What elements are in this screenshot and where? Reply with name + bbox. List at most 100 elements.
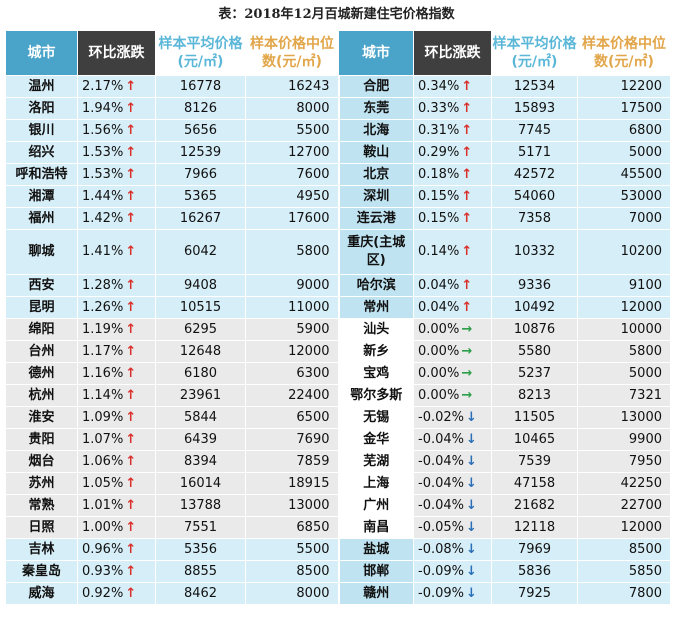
header-row: 城市 环比涨跌 样本平均价格(元/㎡) 样本价格中位数(元/㎡) 城市 环比涨跌…: [5, 30, 671, 76]
change-value: 1.06%: [82, 453, 124, 469]
change-cell: 2.17% ↑: [77, 75, 156, 98]
change-cell: 1.44% ↑: [77, 185, 156, 208]
avg-price-cell: 7539: [491, 450, 578, 473]
change-cell: -0.04% ↓: [413, 472, 492, 495]
change-cell: 1.42% ↑: [77, 207, 156, 230]
trend-up-arrow-icon: ↑: [125, 78, 137, 94]
city-cell: 常州: [337, 296, 414, 319]
change-cell: 0.29% ↑: [413, 141, 492, 164]
avg-price-cell: 7925: [491, 582, 578, 605]
change-cell: 1.01% ↑: [77, 494, 156, 517]
trend-down-arrow-icon: ↓: [466, 497, 477, 513]
median-price-cell: 13000: [245, 494, 339, 517]
trend-flat-arrow-icon: →: [461, 365, 473, 381]
median-price-cell: 5800: [245, 229, 339, 275]
change-cell: 1.00% ↑: [77, 516, 156, 539]
avg-price-cell: 6042: [155, 229, 246, 275]
trend-up-arrow-icon: ↑: [461, 244, 473, 259]
change-value: -0.05%: [418, 519, 464, 535]
median-price-cell: 12700: [245, 141, 339, 164]
change-cell: -0.09% ↓: [413, 560, 492, 583]
trend-up-arrow-icon: ↑: [461, 100, 473, 116]
change-value: 0.04%: [418, 299, 460, 315]
trend-up-arrow-icon: ↑: [125, 244, 137, 259]
trend-up-arrow-icon: ↑: [461, 78, 473, 94]
city-cell: 上海: [337, 472, 414, 495]
change-cell: 1.53% ↑: [77, 163, 156, 186]
header-city: 城市: [338, 30, 414, 76]
median-price-cell: 6500: [245, 406, 339, 429]
city-cell: 常熟: [5, 494, 78, 517]
avg-price-cell: 5365: [155, 185, 246, 208]
median-price-cell: 7950: [577, 450, 671, 473]
table-row: 淮安 1.09% ↑ 5844 6500 无锡 -0.02% ↓ 11505 13000: [5, 406, 671, 429]
change-cell: 1.53% ↑: [77, 141, 156, 164]
avg-price-cell: 47158: [491, 472, 578, 495]
city-cell: 邯郸: [337, 560, 414, 583]
city-cell: 北海: [337, 119, 414, 142]
change-value: 0.00%: [418, 387, 460, 403]
change-cell: 1.16% ↑: [77, 362, 156, 385]
table-row: 昆明 1.26% ↑ 10515 11000 常州 0.04% ↑ 10492 12000: [5, 296, 671, 319]
trend-down-arrow-icon: ↓: [466, 585, 477, 601]
avg-price-cell: 8855: [155, 560, 246, 583]
change-cell: 1.26% ↑: [77, 296, 156, 319]
table-row: 绍兴 1.53% ↑ 12539 12700 鞍山 0.29% ↑ 5171 5000: [5, 141, 671, 164]
median-price-cell: 7800: [577, 582, 671, 605]
city-cell: 银川: [5, 119, 78, 142]
trend-up-arrow-icon: ↑: [461, 122, 473, 138]
change-value: -0.09%: [418, 585, 464, 601]
median-price-cell: 9100: [577, 274, 671, 297]
median-price-cell: 16243: [245, 75, 339, 98]
avg-price-cell: 16267: [155, 207, 246, 230]
change-cell: 0.18% ↑: [413, 163, 492, 186]
avg-price-cell: 5171: [491, 141, 578, 164]
table-row: 绵阳 1.19% ↑ 6295 5900 汕头 0.00% → 10876 10000: [5, 318, 671, 341]
trend-up-arrow-icon: ↑: [461, 188, 473, 204]
avg-price-cell: 7551: [155, 516, 246, 539]
table-row: 台州 1.17% ↑ 12648 12000 新乡 0.00% → 5580 5800: [5, 340, 671, 363]
change-value: 0.14%: [418, 244, 460, 259]
table-row: 威海 0.92% ↑ 8462 8000 赣州 -0.09% ↓ 7925 7800: [5, 582, 671, 605]
city-cell: 汕头: [337, 318, 414, 341]
trend-up-arrow-icon: ↑: [125, 299, 137, 315]
change-cell: 0.15% ↑: [413, 185, 492, 208]
trend-flat-arrow-icon: →: [461, 387, 473, 403]
change-cell: 0.14% ↑: [413, 229, 492, 275]
table-row: 日照 1.00% ↑ 7551 6850 南昌 -0.05% ↓ 12118 12000: [5, 516, 671, 539]
table-row: 苏州 1.05% ↑ 16014 18915 上海 -0.04% ↓ 47158 42250: [5, 472, 671, 495]
city-cell: 哈尔滨: [337, 274, 414, 297]
table-row: 德州 1.16% ↑ 6180 6300 宝鸡 0.00% → 5237 5000: [5, 362, 671, 385]
avg-price-cell: 7745: [491, 119, 578, 142]
median-price-cell: 12000: [577, 296, 671, 319]
avg-price-cell: 10515: [155, 296, 246, 319]
city-cell: 日照: [5, 516, 78, 539]
change-value: -0.04%: [418, 431, 464, 447]
city-cell: 鞍山: [337, 141, 414, 164]
trend-down-arrow-icon: ↓: [466, 431, 477, 447]
median-price-cell: 53000: [577, 185, 671, 208]
trend-up-arrow-icon: ↑: [125, 365, 137, 381]
avg-price-cell: 8213: [491, 384, 578, 407]
table-row: 洛阳 1.94% ↑ 8126 8000 东莞 0.33% ↑ 15893 17500: [5, 97, 671, 120]
trend-up-arrow-icon: ↑: [125, 188, 137, 204]
city-cell: 淮安: [5, 406, 78, 429]
median-price-cell: 7859: [245, 450, 339, 473]
trend-up-arrow-icon: ↑: [461, 210, 473, 226]
median-price-cell: 5500: [245, 119, 339, 142]
trend-down-arrow-icon: ↓: [466, 519, 477, 535]
avg-price-cell: 54060: [491, 185, 578, 208]
avg-price-cell: 5656: [155, 119, 246, 142]
avg-price-cell: 12118: [491, 516, 578, 539]
avg-price-cell: 7969: [491, 538, 578, 561]
city-cell: 德州: [5, 362, 78, 385]
change-value: 1.26%: [82, 299, 124, 315]
change-value: 0.33%: [418, 100, 460, 116]
median-price-cell: 7690: [245, 428, 339, 451]
median-price-cell: 6300: [245, 362, 339, 385]
change-value: -0.02%: [418, 409, 464, 425]
median-price-cell: 4950: [245, 185, 339, 208]
change-cell: 0.34% ↑: [413, 75, 492, 98]
city-cell: 杭州: [5, 384, 78, 407]
trend-up-arrow-icon: ↑: [125, 475, 137, 491]
